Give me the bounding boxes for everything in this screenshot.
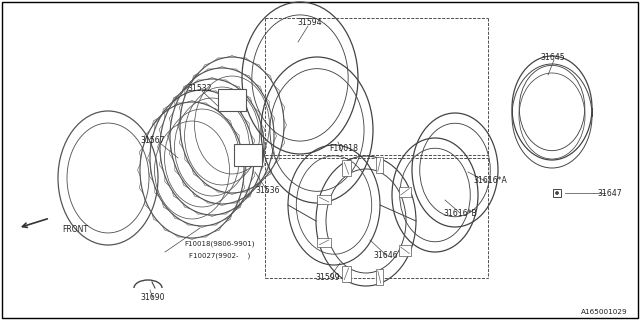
Text: 31646: 31646 [374, 252, 398, 260]
Bar [553, 189, 561, 197]
Circle shape [556, 191, 559, 195]
Text: 31616*B: 31616*B [443, 209, 477, 218]
Text: F10018: F10018 [330, 143, 358, 153]
Text: 31599: 31599 [316, 274, 340, 283]
Text: F10018(9806-9901): F10018(9806-9901) [185, 241, 255, 247]
Text: A165001029: A165001029 [581, 309, 628, 315]
Bar [376, 157, 383, 173]
Text: 31645: 31645 [541, 52, 565, 61]
Bar [342, 266, 351, 282]
Text: 31690: 31690 [141, 293, 165, 302]
Text: 31567: 31567 [141, 135, 165, 145]
Bar [342, 160, 351, 176]
Text: 31647: 31647 [598, 188, 622, 197]
Bar [376, 269, 383, 285]
Text: 31594: 31594 [298, 18, 323, 27]
Bar [399, 245, 412, 255]
Bar [317, 195, 331, 204]
Text: 31532: 31532 [188, 84, 212, 92]
Text: F10027(9902-    ): F10027(9902- ) [189, 253, 251, 259]
FancyBboxPatch shape [218, 89, 246, 111]
Bar [399, 187, 412, 197]
Text: FRONT: FRONT [62, 226, 88, 235]
FancyBboxPatch shape [234, 144, 262, 166]
Bar [317, 238, 331, 247]
Text: 31536: 31536 [256, 186, 280, 195]
Text: 31616*A: 31616*A [473, 175, 507, 185]
